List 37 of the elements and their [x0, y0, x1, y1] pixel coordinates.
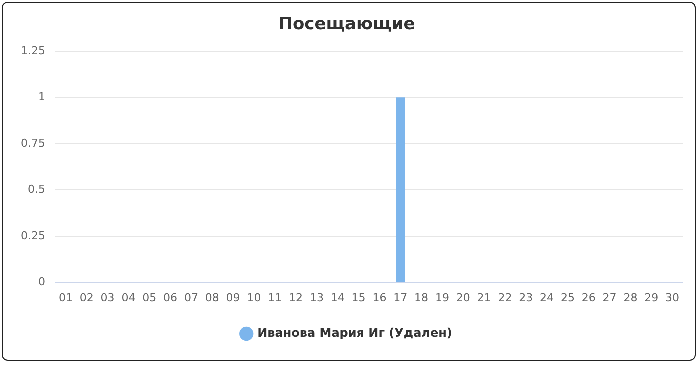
- x-tick-label: 30: [666, 291, 680, 304]
- x-tick-label: 03: [100, 291, 115, 304]
- x-tick-label: 11: [268, 291, 282, 304]
- x-tick-label: 10: [247, 291, 262, 304]
- x-tick-label: 17: [394, 291, 408, 304]
- x-tick-label: 25: [560, 291, 575, 304]
- x-tick-label: 28: [624, 291, 638, 304]
- x-tick-label: 15: [352, 291, 366, 304]
- x-tick-label: 06: [164, 291, 178, 304]
- x-tick-label: 09: [226, 291, 240, 304]
- x-tick-label: 18: [414, 291, 429, 304]
- x-tick-label: 04: [122, 291, 136, 304]
- y-tick-label: 0.25: [20, 229, 46, 242]
- x-tick-label: 21: [477, 291, 492, 304]
- x-tick-label: 13: [310, 291, 324, 304]
- x-tick-label: 16: [372, 291, 387, 304]
- x-tick-label: 26: [582, 291, 596, 304]
- x-tick-label: 08: [205, 291, 220, 304]
- x-tick-label: 01: [58, 291, 73, 304]
- y-tick-label: 0.75: [20, 136, 46, 150]
- y-tick-label: 0: [38, 276, 46, 289]
- y-tick-label: 1.25: [20, 44, 46, 58]
- x-tick-label: 27: [602, 291, 617, 304]
- chart-title: Посещающие: [278, 14, 416, 35]
- x-tick-label: 14: [330, 291, 345, 304]
- y-tick-label: 0.5: [28, 183, 46, 196]
- x-tick-label: 20: [456, 291, 470, 304]
- x-tick-label: 19: [435, 291, 450, 304]
- x-tick-label: 29: [644, 291, 659, 304]
- x-tick-label: 23: [519, 291, 534, 304]
- x-tick-label: 22: [498, 291, 512, 304]
- y-tick-label: 1: [38, 90, 46, 104]
- x-tick-label: 07: [184, 291, 198, 304]
- x-tick-label: 24: [540, 291, 554, 304]
- x-tick-label: 02: [80, 291, 94, 304]
- x-tick-label: 05: [142, 291, 157, 304]
- x-tick-label: 12: [289, 291, 304, 304]
